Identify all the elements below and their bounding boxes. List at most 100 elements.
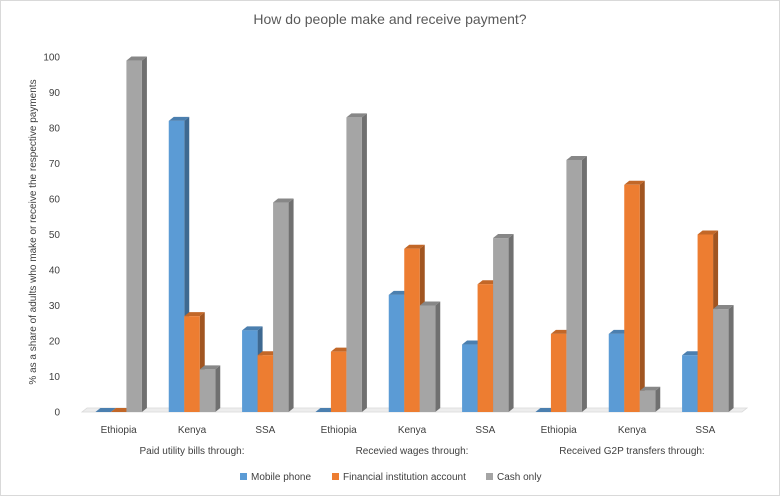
legend-swatch bbox=[486, 473, 493, 480]
bar-top bbox=[168, 116, 190, 121]
legend-label: Cash only bbox=[497, 472, 541, 483]
bar-top bbox=[110, 408, 132, 412]
x-tick-label: SSA bbox=[695, 425, 715, 436]
bar-top bbox=[713, 305, 734, 310]
bar-top bbox=[95, 408, 116, 412]
bar-front bbox=[126, 60, 142, 413]
x-tick-label: SSA bbox=[255, 425, 275, 436]
bar bbox=[624, 180, 645, 412]
bar-front bbox=[462, 344, 478, 412]
bar-front bbox=[273, 202, 289, 412]
bar-front bbox=[330, 351, 347, 412]
x-tick-label: Kenya bbox=[398, 425, 427, 436]
y-tick-label: 50 bbox=[49, 230, 61, 241]
legend-label: Financial institution account bbox=[343, 472, 466, 483]
bar-top bbox=[493, 234, 514, 239]
x-tick-label: Kenya bbox=[618, 425, 647, 436]
bar-front bbox=[550, 333, 567, 412]
y-tick-label: 20 bbox=[49, 337, 61, 348]
bars bbox=[95, 56, 734, 413]
bar-side bbox=[288, 198, 294, 412]
x-tick-label: Ethiopia bbox=[321, 425, 358, 436]
bar-front bbox=[493, 238, 509, 412]
bar-top bbox=[624, 180, 645, 185]
bar-front bbox=[168, 120, 185, 413]
bar-front bbox=[682, 355, 698, 412]
bar-top bbox=[697, 230, 719, 235]
bar-front bbox=[388, 294, 405, 412]
bar-side bbox=[581, 155, 587, 412]
bar-front bbox=[477, 284, 494, 412]
chart-title: How do people make and receive payment? bbox=[253, 11, 526, 27]
bar-side bbox=[655, 386, 661, 412]
bar-top bbox=[682, 351, 703, 356]
bar-top bbox=[257, 351, 279, 356]
legend-item: Cash only bbox=[486, 472, 541, 483]
bar-top bbox=[242, 326, 263, 331]
bar bbox=[713, 305, 734, 412]
legend-item: Financial institution account bbox=[332, 472, 466, 483]
y-tick-label: 40 bbox=[49, 266, 61, 277]
bar-side bbox=[361, 113, 367, 412]
bar-top bbox=[535, 408, 556, 412]
bar-front bbox=[697, 234, 714, 412]
bar-top bbox=[315, 408, 336, 412]
legend-label: Mobile phone bbox=[251, 472, 311, 483]
bar bbox=[315, 408, 336, 412]
bar-front bbox=[639, 390, 656, 412]
bar-front bbox=[346, 117, 362, 412]
y-tick-label: 70 bbox=[49, 159, 61, 170]
legend-swatch bbox=[240, 473, 247, 480]
bar-front bbox=[713, 309, 729, 412]
bar-front bbox=[199, 369, 216, 412]
bar bbox=[95, 408, 116, 412]
x-tick-label: Kenya bbox=[178, 425, 207, 436]
group-label: Received G2P transfers through: bbox=[559, 446, 704, 457]
bar-front bbox=[184, 316, 200, 412]
bar bbox=[419, 301, 441, 412]
bar-front bbox=[608, 333, 625, 412]
group-label: Paid utility bills through: bbox=[139, 446, 244, 457]
bar-top bbox=[199, 365, 221, 370]
y-tick-label: 30 bbox=[49, 301, 61, 312]
bar-top bbox=[566, 155, 587, 160]
bar-top bbox=[388, 290, 410, 295]
bar-front bbox=[624, 184, 640, 412]
bar-front bbox=[404, 248, 420, 412]
bar-front bbox=[242, 330, 258, 412]
bar-top bbox=[608, 329, 630, 334]
x-tick-label: Ethiopia bbox=[541, 425, 578, 436]
y-tick-label: 0 bbox=[54, 408, 60, 419]
legend-swatch bbox=[332, 473, 339, 480]
bar-side bbox=[728, 305, 734, 412]
x-tick-label: SSA bbox=[475, 425, 495, 436]
bar bbox=[126, 56, 147, 413]
bar-top bbox=[346, 113, 367, 118]
bar bbox=[199, 365, 221, 412]
bar-front bbox=[419, 305, 436, 412]
bar-top bbox=[273, 198, 294, 203]
bar-top bbox=[404, 244, 425, 249]
bar-top bbox=[462, 340, 483, 345]
bar bbox=[346, 113, 367, 412]
bar-top bbox=[330, 347, 352, 352]
bar-side bbox=[435, 301, 441, 412]
bar-side bbox=[639, 180, 645, 412]
bar bbox=[110, 408, 132, 412]
bar bbox=[493, 234, 514, 412]
bar-top bbox=[126, 56, 147, 61]
bar-front bbox=[566, 159, 582, 412]
bar-top bbox=[184, 312, 205, 317]
bar-top bbox=[419, 301, 441, 306]
y-tick-label: 80 bbox=[49, 124, 61, 135]
y-tick-label: 10 bbox=[49, 372, 61, 383]
bar-front bbox=[257, 355, 274, 412]
bar bbox=[639, 386, 661, 412]
category-labels: Ethiopia Kenya SSA Ethiopia Kenya SSA Ethiopia… bbox=[101, 425, 716, 457]
bar bbox=[566, 155, 587, 412]
bar bbox=[273, 198, 294, 412]
bar-top bbox=[550, 329, 572, 334]
bar-side bbox=[141, 56, 147, 413]
y-tick-label: 60 bbox=[49, 195, 61, 206]
y-axis-label: % as a share of adults who make or recei… bbox=[28, 79, 39, 384]
